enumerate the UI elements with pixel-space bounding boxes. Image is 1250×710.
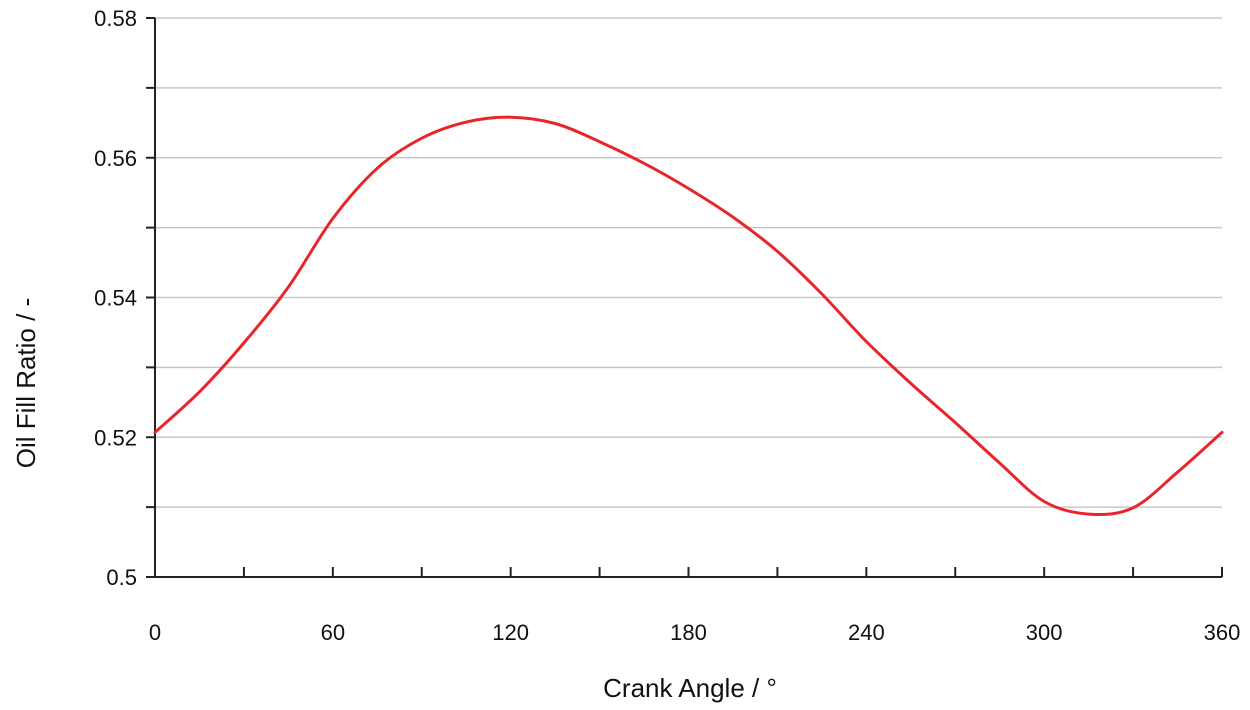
series-line	[153, 115, 1224, 517]
grid-lines	[155, 17, 1222, 508]
x-tick-label: 120	[492, 620, 529, 645]
y-axis-label: Oil Fill Ratio / -	[11, 298, 41, 468]
x-tick-label: 360	[1204, 620, 1241, 645]
y-tick-label: 0.52	[94, 425, 137, 450]
x-tick-label: 60	[321, 620, 345, 645]
tick-labels: 0.5 0.52 0.54 0.56 0.58 0 60 120 180 240 300 360	[94, 6, 1240, 645]
x-tick-label: 180	[670, 620, 707, 645]
y-tick-label: 0.54	[94, 286, 137, 311]
x-axis-label: Crank Angle / °	[603, 673, 777, 703]
x-tick-label: 240	[848, 620, 885, 645]
y-tick-label: 0.56	[94, 146, 137, 171]
y-tick-label: 0.5	[106, 565, 137, 590]
tick-marks	[146, 17, 1223, 578]
y-tick-label: 0.58	[94, 6, 137, 31]
x-tick-label: 300	[1026, 620, 1063, 645]
x-tick-label: 0	[149, 620, 161, 645]
